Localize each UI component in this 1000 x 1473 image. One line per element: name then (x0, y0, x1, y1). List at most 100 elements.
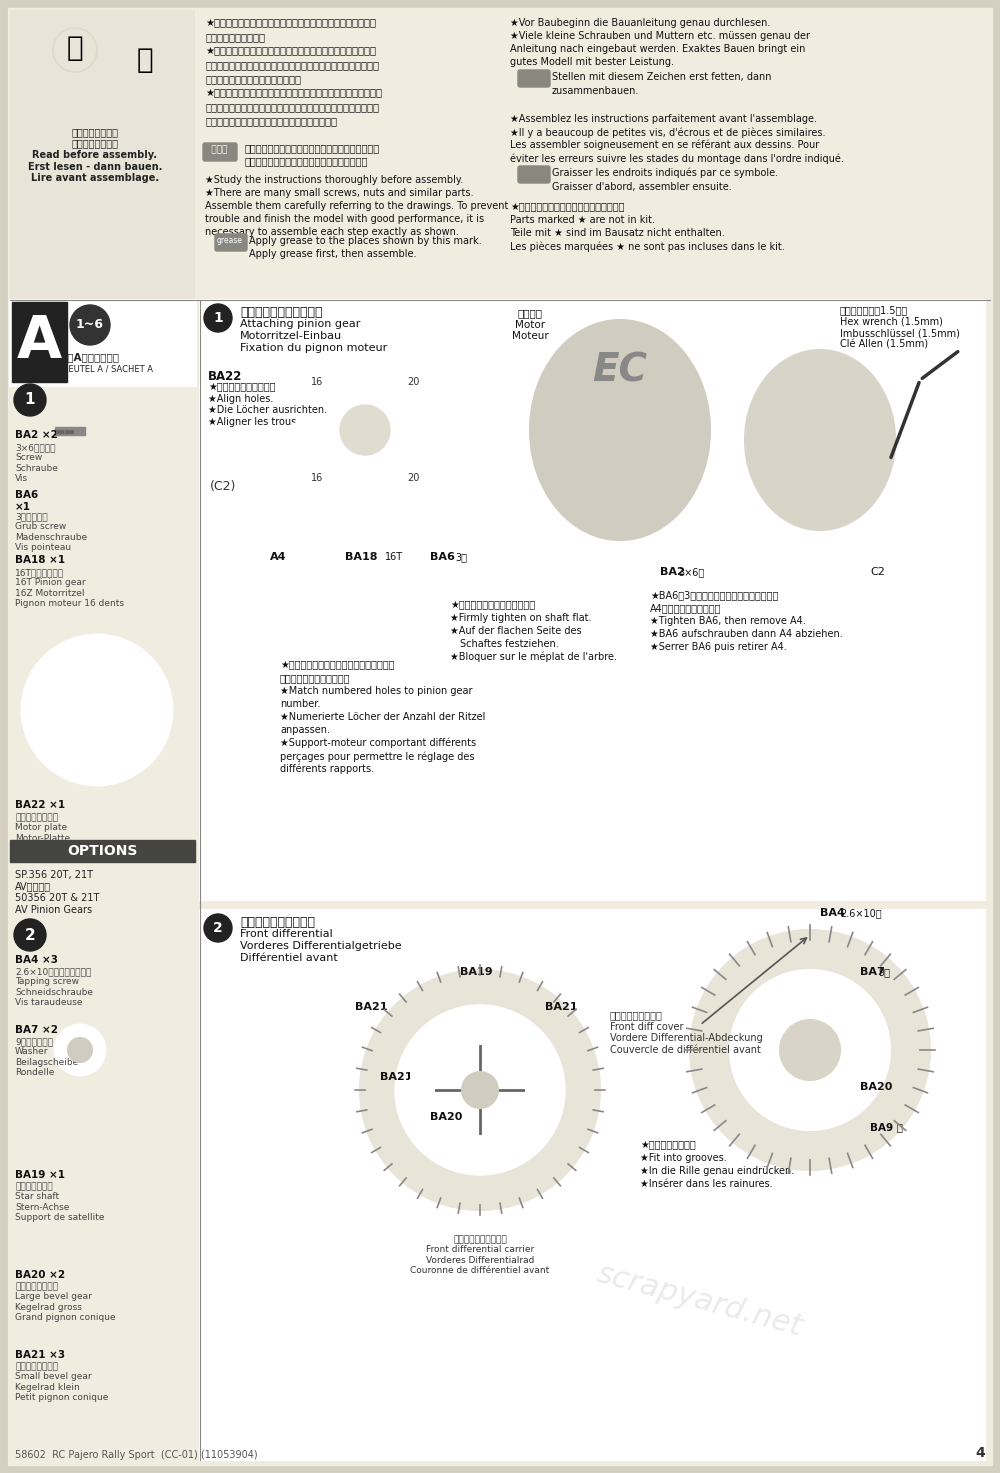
Ellipse shape (530, 320, 710, 541)
Text: OPTIONS: OPTIONS (67, 844, 137, 857)
Text: ★Bloquer sur le méplat de l'arbre.: ★Bloquer sur le méplat de l'arbre. (450, 653, 617, 663)
Text: ★お買い求めの際、また組み立ての前には必ず内容をお確めく: ★お買い求めの際、また組み立ての前には必ず内容をお確めく (205, 46, 376, 56)
Text: ★Assemblez les instructions parfaitement avant l'assemblage.: ★Assemblez les instructions parfaitement… (510, 113, 817, 124)
Circle shape (204, 303, 232, 331)
FancyBboxPatch shape (518, 166, 550, 183)
Circle shape (64, 751, 76, 763)
Text: ★Insérer dans les rainures.: ★Insérer dans les rainures. (640, 1178, 773, 1189)
Bar (10, 10, 195, 300)
Text: BA7: BA7 (860, 966, 885, 977)
Text: BA18 ×1: BA18 ×1 (15, 555, 65, 566)
Text: Différentiel avant: Différentiel avant (240, 953, 338, 963)
Text: grease: grease (217, 236, 243, 245)
Text: 👷: 👷 (67, 34, 83, 62)
Text: BA9 ㎜: BA9 ㎜ (870, 1122, 903, 1131)
Bar (200, 910, 985, 1460)
Text: 1~6: 1~6 (76, 318, 104, 331)
Text: (C2): (C2) (210, 480, 236, 493)
Text: 16T: 16T (385, 552, 403, 563)
Circle shape (204, 915, 232, 943)
Text: ▬▬: ▬▬ (55, 427, 76, 437)
Text: ★BA6 aufschrauben dann A4 abziehen.: ★BA6 aufschrauben dann A4 abziehen. (650, 629, 843, 639)
Circle shape (392, 364, 406, 379)
Text: BAG A / BEUTEL A / SACHET A: BAG A / BEUTEL A / SACHET A (28, 364, 152, 373)
Circle shape (466, 1136, 494, 1164)
Text: BA4: BA4 (820, 907, 845, 918)
Text: ベベルシャフト
Star shaft
Stern-Achse
Support de satellite: ベベルシャフト Star shaft Stern-Achse Support d… (15, 1181, 104, 1223)
Text: モーター
Motor
Moteur: モーター Motor Moteur (512, 308, 548, 342)
Text: 2: 2 (25, 928, 35, 943)
Text: A: A (16, 314, 62, 371)
Text: BA2 ×2: BA2 ×2 (15, 430, 58, 440)
Text: gutes Modell mit bester Leistung.: gutes Modell mit bester Leistung. (510, 57, 674, 66)
Text: ★Firmly tighten on shaft flat.: ★Firmly tighten on shaft flat. (450, 613, 592, 623)
Text: ださい。万一不良部品、不足部品などありました場合には、お買: ださい。万一不良部品、不足部品などありました場合には、お買 (205, 60, 379, 71)
Circle shape (324, 364, 338, 379)
Circle shape (290, 423, 304, 437)
FancyBboxPatch shape (203, 143, 237, 161)
Text: ★Numerierte Löcher der Anzahl der Ritzel: ★Numerierte Löcher der Anzahl der Ritzel (280, 711, 485, 722)
Text: EC: EC (592, 351, 648, 389)
Text: ★Viele kleine Schrauben und Muttern etc. müssen genau der: ★Viele kleine Schrauben und Muttern etc.… (510, 31, 810, 41)
Bar (48, 871, 70, 888)
Text: ★Match numbered holes to pinion gear: ★Match numbered holes to pinion gear (280, 686, 473, 697)
Text: 1: 1 (25, 392, 35, 408)
Text: SP.356 20T, 21T
AVピニオン
50356 20T & 21T
AV Pinion Gears: SP.356 20T, 21T AVピニオン 50356 20T & 21T A… (15, 871, 99, 915)
Text: ★ピニオンギヤの枚数にあわせた穴位置に: ★ピニオンギヤの枚数にあわせた穴位置に (280, 660, 394, 670)
Circle shape (462, 1072, 498, 1108)
Text: A4をはずしておきます。: A4をはずしておきます。 (650, 602, 722, 613)
Text: Graisser les endroits indiqués par ce symbole.: Graisser les endroits indiqués par ce sy… (552, 168, 778, 178)
Text: A4: A4 (270, 552, 287, 563)
Text: zusammenbauen.: zusammenbauen. (552, 85, 639, 96)
Text: ★穴位置をあわせます。
★Align holes.
★Die Löcher ausrichten.
★Aligner les trous.: ★穴位置をあわせます。 ★Align holes. ★Die Löcher au… (208, 382, 327, 427)
Text: モータープレート
Motor plate
Motor-Platte
Plaquette-moteur: モータープレート Motor plate Motor-Platte Plaque… (15, 813, 95, 853)
Text: フロントデフカバー
Front diff cover
Vordere Differential-Abdeckung
Couvercle de différent: フロントデフカバー Front diff cover Vordere Diffe… (610, 1010, 763, 1055)
Text: différents rapports.: différents rapports. (280, 764, 374, 775)
Circle shape (395, 1005, 565, 1175)
Text: ★Tighten BA6, then remove A4.: ★Tighten BA6, then remove A4. (650, 616, 806, 626)
Text: モーターを取り付けます。: モーターを取り付けます。 (280, 673, 351, 683)
Bar (55, 427, 85, 435)
Text: い求めの販売店にご相談ください。: い求めの販売店にご相談ください。 (205, 74, 301, 84)
Bar (55, 493, 70, 502)
Text: BA20 ×2: BA20 ×2 (15, 1270, 65, 1280)
Circle shape (340, 405, 390, 455)
Text: anpassen.: anpassen. (280, 725, 330, 735)
Text: 9㎜: 9㎜ (878, 966, 890, 977)
Text: Assemble them carefully referring to the drawings. To prevent: Assemble them carefully referring to the… (205, 200, 508, 211)
Text: ★みぞにいれます。: ★みぞにいれます。 (640, 1140, 696, 1150)
FancyBboxPatch shape (518, 71, 550, 87)
Text: Apply grease to the places shown by this mark.: Apply grease to the places shown by this… (249, 236, 482, 246)
Bar (10, 840, 195, 862)
Text: BA22: BA22 (208, 370, 242, 383)
Circle shape (22, 635, 172, 785)
Text: ★Serrer BA6 puis retirer A4.: ★Serrer BA6 puis retirer A4. (650, 642, 787, 653)
Text: Schaftes festziehen.: Schaftes festziehen. (460, 639, 559, 650)
Text: 9㎜ワッシャー
Washer
Beilagscheibe
Rondelle: 9㎜ワッシャー Washer Beilagscheibe Rondelle (15, 1037, 78, 1077)
Text: ★小さなビス、ナット類が多く、よく似た形の部品もあります。: ★小さなビス、ナット類が多く、よく似た形の部品もあります。 (205, 88, 382, 99)
Circle shape (730, 971, 890, 1130)
Text: このマークはグリスを塗る部分に指示しました。必: このマークはグリスを塗る部分に指示しました。必 (245, 143, 380, 153)
Circle shape (14, 919, 46, 952)
Circle shape (70, 305, 110, 345)
Text: 図をよく見てゆっくり確実に組んでください。全員部品は少し多: 図をよく見てゆっくり確実に組んでください。全員部品は少し多 (205, 102, 379, 112)
Circle shape (426, 423, 440, 437)
Circle shape (690, 929, 930, 1170)
Text: Parts marked ★ are not in kit.: Parts marked ★ are not in kit. (510, 215, 655, 225)
Text: Les assembler soigneusement en se référant aux dessins. Pour: Les assembler soigneusement en se référa… (510, 140, 819, 150)
Circle shape (466, 1016, 494, 1044)
Text: BA2: BA2 (660, 567, 685, 577)
Circle shape (77, 689, 117, 731)
Bar (200, 300, 985, 900)
Circle shape (55, 1025, 105, 1075)
Text: 3㎜イモネジ
Grub screw
Madenschraube
Vis pointeau: 3㎜イモネジ Grub screw Madenschraube Vis poin… (15, 513, 87, 552)
FancyBboxPatch shape (215, 234, 247, 250)
Text: Apply grease first, then assemble.: Apply grease first, then assemble. (249, 249, 416, 259)
Text: ★平らな部分にしめ込みます。: ★平らな部分にしめ込みます。 (450, 600, 535, 610)
Bar (48, 558, 73, 580)
Text: ピニオンギヤの取り付け: ピニオンギヤの取り付け (240, 306, 322, 320)
Text: Anleitung nach eingebaut werden. Exaktes Bauen bringt ein: Anleitung nach eingebaut werden. Exaktes… (510, 44, 805, 55)
Circle shape (406, 1075, 434, 1103)
Text: 袋詰Aを使用します: 袋詰Aを使用します (61, 352, 119, 362)
Text: BA4 ×3: BA4 ×3 (15, 955, 58, 965)
